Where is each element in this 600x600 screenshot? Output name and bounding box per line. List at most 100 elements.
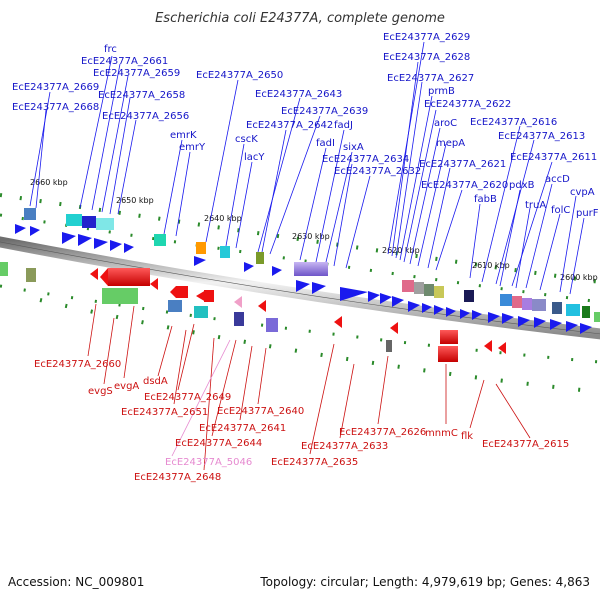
gene-label: fadJ <box>334 120 353 131</box>
reverse-arrow <box>498 342 506 354</box>
leader-line <box>427 167 451 269</box>
leader-line <box>35 109 47 209</box>
leader-line <box>339 363 355 439</box>
leader-line <box>391 61 419 257</box>
gene-label-pseudogene: EcE24377A_5046 <box>165 457 252 468</box>
forward-arrow <box>312 282 326 294</box>
gene-box <box>414 282 424 294</box>
leader-line <box>399 95 433 261</box>
leader-line <box>157 325 173 377</box>
gene-label: mnmC <box>425 428 458 439</box>
forward-arrow <box>488 312 500 323</box>
gene-label: EcE24377A_2611 <box>510 152 597 163</box>
leader-line <box>103 317 115 385</box>
gene-label: lacY <box>244 152 265 163</box>
reverse-gene-labels: EcE24377A_2660 evgS evgA dsdA EcE24377A_… <box>34 359 569 483</box>
genome-summary-text: Topology: circular; Length: 4,979,619 bp… <box>260 575 590 589</box>
forward-arrow <box>30 226 40 236</box>
gene-box <box>266 318 278 332</box>
leader-line <box>325 151 353 263</box>
gene-label: dsdA <box>143 376 168 387</box>
leader-line <box>79 55 113 209</box>
forward-arrow <box>94 238 108 249</box>
leader-line <box>211 339 237 437</box>
forward-arrow <box>580 323 592 334</box>
gene-box <box>220 246 230 258</box>
forward-arrow <box>296 280 310 292</box>
leader-line <box>569 217 585 295</box>
gene-label: cscK <box>235 134 258 145</box>
gene-label: accD <box>545 174 570 185</box>
forward-arrow <box>380 293 392 304</box>
gene-box <box>512 296 522 308</box>
leader-line <box>163 139 183 235</box>
leader-line <box>333 163 353 267</box>
reverse-arrow <box>484 340 492 352</box>
forward-arrow <box>124 243 134 253</box>
gene-label: EcE24377A_2620 <box>421 180 508 191</box>
gene-label: EcE24377A_2669 <box>12 82 99 93</box>
leader-line <box>239 345 253 421</box>
gene-label: frc <box>104 44 117 55</box>
forward-leaders <box>29 41 585 295</box>
leader-line <box>481 125 521 283</box>
gene-label: evgA <box>114 381 139 392</box>
leader-line <box>235 161 253 249</box>
gene-label: cvpA <box>570 187 595 198</box>
gene-label: truA <box>525 200 546 211</box>
gene-label: emrY <box>179 142 206 153</box>
leader-line <box>205 79 239 243</box>
position-tick-label: 2620 kbp <box>382 246 420 255</box>
gene-label: pdxB <box>509 180 535 191</box>
forward-arrow <box>392 296 404 307</box>
gene-label: EcE24377A_2633 <box>301 441 388 452</box>
leader-line <box>515 207 531 289</box>
position-tick-label: 2610 kbp <box>472 261 510 270</box>
gene-label: EcE24377A_2642 <box>246 120 333 131</box>
gene-label: EcE24377A_2643 <box>255 89 342 100</box>
gene-label: EcE24377A_2632 <box>334 166 421 177</box>
leader-line <box>109 97 131 215</box>
gene-box <box>552 302 562 314</box>
tick-row-inner-2 <box>39 298 600 394</box>
gene-box <box>24 208 36 220</box>
gene-label: EcE24377A_2650 <box>196 70 283 81</box>
forward-arrow <box>502 313 514 324</box>
gene-box <box>26 268 36 282</box>
leader-line <box>345 175 371 269</box>
gene-box <box>532 299 546 311</box>
leader-line <box>101 75 129 213</box>
gene-label: EcE24377A_2661 <box>81 56 168 67</box>
leader-line <box>559 195 577 293</box>
leader-line <box>409 127 441 265</box>
leader-line <box>117 119 137 215</box>
leader-line <box>435 189 463 271</box>
gene-box <box>108 268 150 286</box>
forward-arrow <box>472 310 482 320</box>
gene-label: EcE24377A_2634 <box>322 154 409 165</box>
position-tick-label: 2640 kbp <box>204 214 242 223</box>
forward-gene-labels: frc EcE24377A_2661 EcE24377A_2659 EcE243… <box>12 32 599 219</box>
leader-line <box>225 143 245 247</box>
forward-arrow <box>272 266 282 276</box>
leader-line <box>417 143 447 267</box>
leader-line <box>403 109 437 263</box>
genome-title: Escherichia coli E24377A, complete genom… <box>155 11 445 26</box>
gene-box <box>82 216 96 228</box>
position-ticks: 2660 kbp 2650 kbp 2640 kbp 2630 kbp 2620… <box>30 178 598 282</box>
leader-line-pseudo <box>171 339 231 457</box>
gene-label: EcE24377A_2627 <box>387 73 474 84</box>
leader-line <box>87 303 97 357</box>
leader-line <box>499 189 521 287</box>
forward-arrow <box>534 317 546 328</box>
reverse-arrow <box>170 286 176 298</box>
gene-label: emrK <box>170 130 197 141</box>
gene-box <box>96 218 114 230</box>
gene-label: aroC <box>434 118 457 129</box>
forward-arrow <box>194 256 206 266</box>
gene-label: EcE24377A_2621 <box>419 159 506 170</box>
leader-line <box>261 129 287 253</box>
gene-box <box>566 304 580 316</box>
position-tick-label: 2630 kbp <box>292 232 330 241</box>
gene-box <box>66 214 82 226</box>
